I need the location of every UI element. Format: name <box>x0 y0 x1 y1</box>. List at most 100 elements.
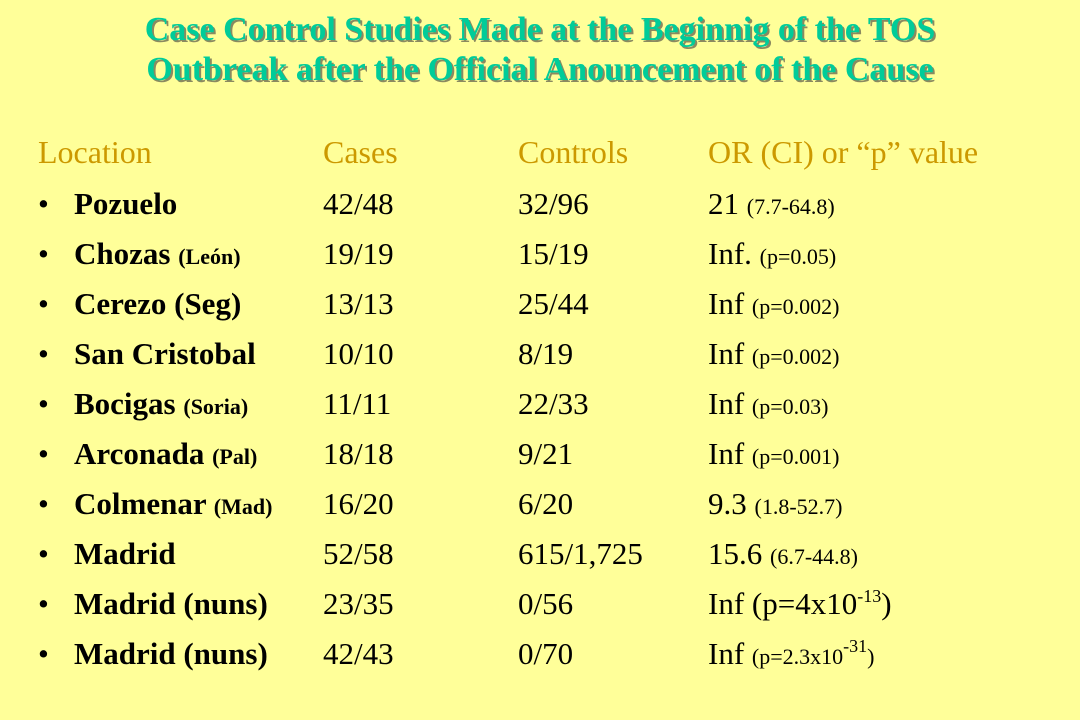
header-cases: Cases <box>323 134 398 170</box>
bullet-icon: • <box>38 536 49 571</box>
or-value: Inf <box>708 636 752 671</box>
cases-cell: 42/43 <box>323 636 394 671</box>
table-row: • Chozas (León) 19/19 15/19 Inf. (p=0.05) <box>0 234 1080 274</box>
or-detail: (p=0.002) <box>751 294 840 319</box>
table-row: • Arconada (Pal) 18/18 9/21 Inf (p=0.001) <box>0 434 1080 474</box>
or-value: Inf <box>708 336 752 371</box>
or-value: Inf <box>708 386 752 421</box>
bullet-icon: • <box>38 186 49 221</box>
location-region: (Mad) <box>213 494 273 519</box>
controls-cell: 32/96 <box>518 186 589 221</box>
or-value: 21 <box>708 186 747 221</box>
controls-cell: 22/33 <box>518 386 589 421</box>
table-row: • Bocigas (Soria) 11/11 22/33 Inf (p=0.03) <box>0 384 1080 424</box>
cases-cell: 42/48 <box>323 186 394 221</box>
location-cell: Madrid (nuns) <box>74 634 268 677</box>
location-name: Colmenar <box>74 486 214 521</box>
or-detail: (6.7-44.8) <box>770 544 858 569</box>
location-cell: Madrid <box>74 534 176 577</box>
location-cell: Cerezo (Seg) <box>74 284 241 327</box>
or-cell: Inf (p=4x10-13) <box>708 584 892 627</box>
location-name: Arconada <box>74 436 213 471</box>
bullet-icon: • <box>38 586 49 621</box>
or-detail: (p=0.002) <box>751 344 840 369</box>
or-value: 9.3 <box>708 486 755 521</box>
location-cell: Madrid (nuns) <box>74 584 268 627</box>
or-value: Inf <box>708 286 752 321</box>
location-name: Bocigas <box>74 386 184 421</box>
cases-cell: 10/10 <box>323 336 394 371</box>
cases-cell: 11/11 <box>323 386 392 421</box>
or-cell: Inf. (p=0.05) <box>708 234 836 277</box>
or-cell: Inf (p=0.002) <box>708 284 839 327</box>
or-cell: 15.6 (6.7-44.8) <box>708 534 858 577</box>
bullet-icon: • <box>38 336 49 371</box>
or-cell: Inf (p=2.3x10-31) <box>708 634 874 677</box>
bullet-icon: • <box>38 636 49 671</box>
or-detail: (p=2.3x10 <box>751 644 844 669</box>
controls-cell: 25/44 <box>518 286 589 321</box>
bullet-icon: • <box>38 286 49 321</box>
or-exponent: -31 <box>843 636 868 656</box>
header-controls: Controls <box>518 134 629 170</box>
cases-cell: 23/35 <box>323 586 394 621</box>
table-row: • Pozuelo 42/48 32/96 21 (7.7-64.8) <box>0 184 1080 224</box>
table-row: • Cerezo (Seg) 13/13 25/44 Inf (p=0.002) <box>0 284 1080 324</box>
cases-cell: 18/18 <box>323 436 394 471</box>
or-value: Inf <box>708 436 752 471</box>
or-detail: (p=0.001) <box>751 444 840 469</box>
table-row: • San Cristobal 10/10 8/19 Inf (p=0.002) <box>0 334 1080 374</box>
or-exponent: -13 <box>857 586 882 606</box>
controls-cell: 6/20 <box>518 486 574 521</box>
or-detail: (p=0.03) <box>751 394 829 419</box>
location-name: Madrid (nuns) <box>74 586 268 621</box>
controls-cell: 0/56 <box>518 586 574 621</box>
or-detail: (7.7-64.8) <box>746 194 835 219</box>
or-detail: (p=0.05) <box>759 244 837 269</box>
or-cell: Inf (p=0.001) <box>708 434 839 477</box>
controls-cell: 0/70 <box>518 636 574 671</box>
cases-cell: 19/19 <box>323 236 394 271</box>
or-detail: (1.8-52.7) <box>754 494 843 519</box>
controls-cell: 15/19 <box>518 236 589 271</box>
or-value: Inf. <box>708 236 760 271</box>
table-row: • Madrid 52/58 615/1,725 15.6 (6.7-44.8) <box>0 534 1080 574</box>
location-region: (Pal) <box>212 444 258 469</box>
location-name: Madrid <box>74 536 176 571</box>
location-cell: Pozuelo <box>74 184 177 227</box>
controls-cell: 615/1,725 <box>518 536 643 571</box>
location-region: (Soria) <box>183 394 249 419</box>
location-cell: Colmenar (Mad) <box>74 484 272 527</box>
title-line-1: Case Control Studies Made at the Beginni… <box>144 11 936 48</box>
location-name: Chozas <box>74 236 179 271</box>
location-cell: Bocigas (Soria) <box>74 384 248 427</box>
cases-cell: 16/20 <box>323 486 394 521</box>
cases-cell: 52/58 <box>323 536 394 571</box>
controls-cell: 9/21 <box>518 436 574 471</box>
table-row: • Madrid (nuns) 42/43 0/70 Inf (p=2.3x10-31) <box>0 634 1080 674</box>
slide-title: Case Control Studies Made at the Beginni… <box>0 10 1080 90</box>
header-location: Location <box>38 134 152 170</box>
controls-cell: 8/19 <box>518 336 574 371</box>
header-or: OR (CI) or “p” value <box>708 134 979 170</box>
or-close-paren: ) <box>881 586 892 621</box>
or-cell: Inf (p=0.03) <box>708 384 828 427</box>
title-line-2: Outbreak after the Official Anouncement … <box>146 51 934 88</box>
bullet-icon: • <box>38 236 49 271</box>
location-name: Cerezo (Seg) <box>74 286 242 321</box>
location-name: Madrid (nuns) <box>74 636 268 671</box>
or-close-paren: ) <box>867 644 875 669</box>
location-name: Pozuelo <box>74 186 178 221</box>
bullet-icon: • <box>38 386 49 421</box>
or-value: 15.6 <box>708 536 770 571</box>
table-row: • Colmenar (Mad) 16/20 6/20 9.3 (1.8-52.7) <box>0 484 1080 524</box>
table-header: Location Cases Controls OR (CI) or “p” v… <box>0 132 1080 172</box>
location-region: (León) <box>178 244 241 269</box>
location-cell: Arconada (Pal) <box>74 434 257 477</box>
location-name: San Cristobal <box>74 336 256 371</box>
or-cell: 9.3 (1.8-52.7) <box>708 484 842 527</box>
or-cell: 21 (7.7-64.8) <box>708 184 835 227</box>
bullet-icon: • <box>38 436 49 471</box>
cases-cell: 13/13 <box>323 286 394 321</box>
or-value: Inf (p=4x10 <box>708 586 858 621</box>
